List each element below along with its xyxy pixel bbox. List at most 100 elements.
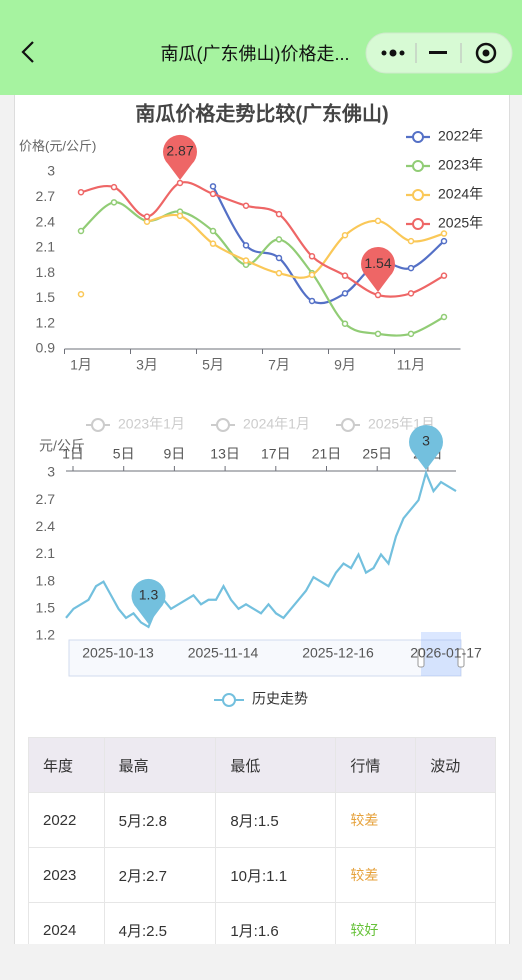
x-tick-label: 5月 — [202, 357, 224, 373]
top-tick-label: 25日 — [362, 446, 392, 462]
y-tick-label: 1.5 — [36, 289, 56, 305]
table-row: 2024 4月:2.5 1月:1.6 较好 — [28, 902, 496, 944]
data-point — [275, 236, 283, 243]
data-point — [440, 313, 448, 321]
y-tick-label: 2.1 — [36, 545, 56, 561]
legend-label: 2024年1月 — [243, 416, 310, 432]
mark-pin-label: 2.87 — [166, 143, 193, 159]
top-tick-label: 5日 — [113, 446, 135, 462]
legend-icon — [412, 160, 424, 172]
cell: 10月:1.1 — [215, 847, 337, 903]
cell — [415, 902, 496, 944]
nav-bar: 南瓜(广东佛山)价格走... — [0, 0, 522, 95]
zoom-window — [421, 632, 461, 676]
legend-label: 2023年 — [438, 157, 483, 173]
data-point — [440, 272, 448, 279]
zoom-label: 2026-01-17 — [410, 645, 482, 661]
data-point — [176, 179, 184, 187]
data-point — [275, 269, 283, 277]
legend-icon — [341, 418, 355, 432]
mark-pin — [163, 134, 198, 180]
table-header: 年度 最高 最低 行情 波动 — [28, 737, 496, 793]
y-tick-label: 2.4 — [36, 213, 56, 229]
table-row: 2022 5月:2.8 8月:1.5 较差 — [28, 792, 496, 848]
y-tick-label: 2.7 — [36, 491, 56, 507]
cell — [415, 847, 496, 903]
data-point — [209, 227, 217, 235]
nav-title: 南瓜(广东佛山)价格走... — [160, 44, 350, 64]
close-button[interactable] — [475, 42, 497, 64]
data-point — [374, 330, 382, 338]
data-point — [209, 240, 217, 247]
minimize-button[interactable] — [429, 51, 447, 54]
data-point — [407, 290, 415, 297]
data-point — [77, 290, 85, 298]
mark-pin — [409, 424, 444, 470]
table-row: 2023 2月:2.7 10月:1.1 较差 — [28, 847, 496, 903]
top-tick-label: 1日 — [62, 446, 84, 462]
top-tick-label: 13日 — [210, 446, 240, 462]
data-point — [209, 183, 217, 190]
y-tick-label: 3 — [47, 163, 55, 179]
y-axis-label: 价格(元/公斤) — [19, 138, 96, 153]
y-tick-label: 2.7 — [36, 188, 56, 204]
data-point — [341, 272, 349, 279]
data-point — [308, 297, 316, 305]
mark-pin — [361, 247, 395, 293]
back-button[interactable] — [21, 41, 34, 63]
data-point — [242, 257, 250, 264]
data-point — [407, 237, 415, 245]
data-point — [110, 199, 118, 206]
data-point — [209, 190, 217, 198]
legend-icon — [91, 418, 105, 432]
cell: 2023 — [28, 847, 105, 903]
x-tick-label: 1月 — [70, 357, 92, 373]
more-button[interactable] — [381, 49, 405, 57]
x-tick-label: 7月 — [268, 357, 290, 373]
data-point — [242, 242, 250, 249]
mark-pin-label: 1.54 — [364, 255, 391, 271]
y-tick-label: 0.9 — [36, 340, 56, 356]
series-line — [80, 181, 445, 298]
data-point — [308, 271, 316, 279]
top-tick-label: 21日 — [312, 446, 342, 462]
zoom-handle — [457, 648, 465, 668]
zoom-handle — [417, 648, 425, 668]
cell: 2月:2.7 — [103, 847, 217, 903]
zoom-label: 2025-12-16 — [302, 645, 374, 661]
data-point — [143, 213, 151, 220]
legend-label: 2025年 — [438, 215, 483, 231]
data-point — [374, 217, 382, 225]
top-tick-label: 17日 — [261, 446, 291, 462]
legend-label: 2022年 — [438, 128, 483, 144]
cell: 8月:1.5 — [215, 792, 337, 848]
cell: 4月:2.5 — [103, 902, 217, 944]
y-tick-label: 2.1 — [36, 239, 56, 255]
data-point — [176, 212, 184, 220]
chart-title: 南瓜价格走势比较(广东佛山) — [135, 101, 388, 125]
data-point — [275, 210, 283, 218]
cell: 较差 — [335, 847, 417, 903]
cell — [415, 792, 496, 848]
cell: 2024 — [28, 902, 105, 944]
cell: 较差 — [335, 792, 417, 848]
y-tick-label: 1.8 — [36, 572, 56, 588]
charts: 南瓜价格走势比较(广东佛山) 价格(元/公斤) 0.9 1.2 1.5 1.8 2.1 2.4… — [19, 101, 483, 707]
data-point — [440, 230, 448, 237]
cell: 1月:1.6 — [215, 902, 337, 944]
header-cell: 最高 — [103, 737, 217, 793]
data-point — [275, 254, 283, 262]
mark-pin-label: 1.3 — [139, 587, 159, 603]
y-tick-label: 1.5 — [36, 600, 56, 616]
series-line — [146, 213, 445, 279]
series-line — [65, 469, 457, 629]
header-cell: 行情 — [335, 737, 417, 793]
header-cell: 波动 — [415, 737, 496, 793]
legend-label: 2024年 — [438, 186, 483, 202]
y-tick-label: 2.4 — [36, 518, 56, 534]
cell: 较好 — [335, 902, 417, 944]
zoom-label: 2025-11-14 — [188, 645, 259, 661]
legend-icon — [412, 189, 424, 201]
cell: 5月:2.8 — [103, 792, 217, 848]
